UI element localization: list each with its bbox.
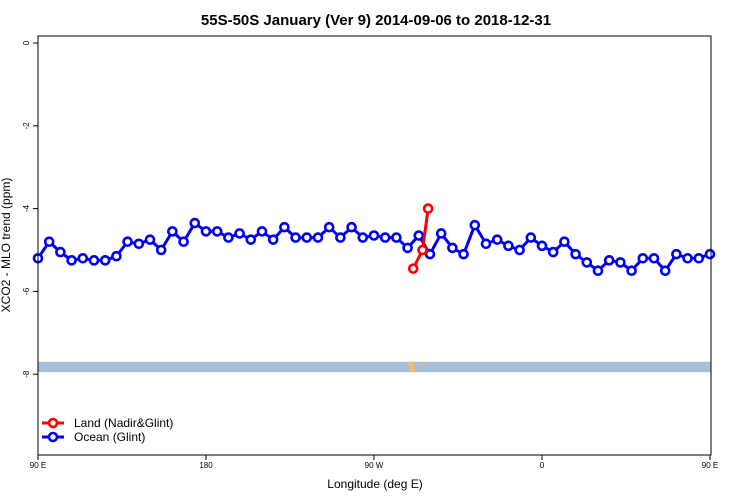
data-point [312,232,324,243]
data-point [279,221,290,233]
data-point [671,248,682,260]
data-point [391,232,402,243]
data-point [335,232,346,243]
x-tick-label-3: 0 [540,461,545,470]
y-axis: 0 -2 -4 -6 -8 [22,40,38,378]
data-point [704,248,716,260]
data-point [435,228,447,239]
data-point [301,232,313,243]
x-axis: 90 E 180 90 W 0 90 E [30,455,718,470]
plot-frame [37,35,712,456]
data-point [368,230,380,241]
data-point [178,236,189,248]
data-point [417,244,428,256]
y-tick-label-2: -4 [22,204,31,212]
data-point [422,203,434,214]
data-point [592,265,604,277]
data-point [626,265,637,277]
data-point [323,221,335,233]
data-point [256,226,268,237]
data-point [133,238,145,250]
y-tick-label-1: -2 [22,122,31,130]
data-point [379,232,391,243]
data-point [346,221,357,233]
data-point [234,228,245,239]
chart-title: 55S-50S January (Ver 9) 2014-09-06 to 20… [201,12,551,29]
x-tick-label-1: 180 [199,461,213,470]
data-point [503,240,514,252]
data-point [603,255,615,266]
data-point [693,252,705,264]
data-point [223,232,234,243]
series-land [407,203,434,274]
data-point [200,226,212,237]
data-point [402,242,413,254]
legend-entry-0: Land (Nadir&Glint) [74,416,173,430]
data-point [458,248,469,260]
map-strip-ocean [38,361,711,373]
map-strip-land-island [420,363,425,366]
legend: Land (Nadir&Glint)Ocean (Glint) [42,416,173,444]
data-point [514,244,525,256]
data-point [88,255,100,266]
y-tick-label-4: -8 [22,370,31,378]
data-point [111,250,122,262]
data-point [581,257,593,268]
data-point [43,236,55,248]
data-point [559,236,570,248]
y-tick-label-0: 0 [22,40,31,45]
data-point [267,234,279,245]
data-point [413,230,425,241]
data-point [469,219,481,231]
data-point [144,234,156,245]
data-point [66,255,77,266]
data-point [615,257,626,268]
data-point [290,232,301,243]
y-tick-label-3: -6 [22,287,31,295]
data-point [155,244,167,256]
x-tick-label-4: 90 E [702,461,718,470]
data-point [491,234,503,245]
data-point [357,232,369,243]
data-point [480,238,492,250]
series-layer [32,203,716,277]
map-strip-land [408,361,416,373]
x-tick-label-0: 90 E [30,461,46,470]
data-point [99,255,111,266]
data-point [77,252,89,264]
data-point [659,265,671,277]
map-strip [38,361,711,373]
x-tick-label-2: 90 W [365,461,384,470]
data-point [447,242,458,254]
data-point [211,226,223,237]
data-point [424,248,436,260]
data-point [547,246,559,258]
x-axis-label: Longitude (deg E) [327,477,422,491]
series-ocean [32,217,716,277]
data-point [167,226,178,237]
legend-entry-1: Ocean (Glint) [74,430,145,444]
data-point [55,246,66,258]
data-point [648,252,660,264]
data-point [245,234,257,245]
data-point [525,232,537,243]
data-point [536,240,548,252]
data-point [570,248,581,260]
data-point [682,252,693,264]
data-point [637,252,649,264]
legend-marker-1 [47,431,59,443]
data-point [189,217,201,229]
y-axis-label: XCO2 - MLO trend (ppm) [0,178,13,313]
data-point [122,236,133,248]
data-point [407,263,419,274]
legend-marker-0 [47,417,59,429]
